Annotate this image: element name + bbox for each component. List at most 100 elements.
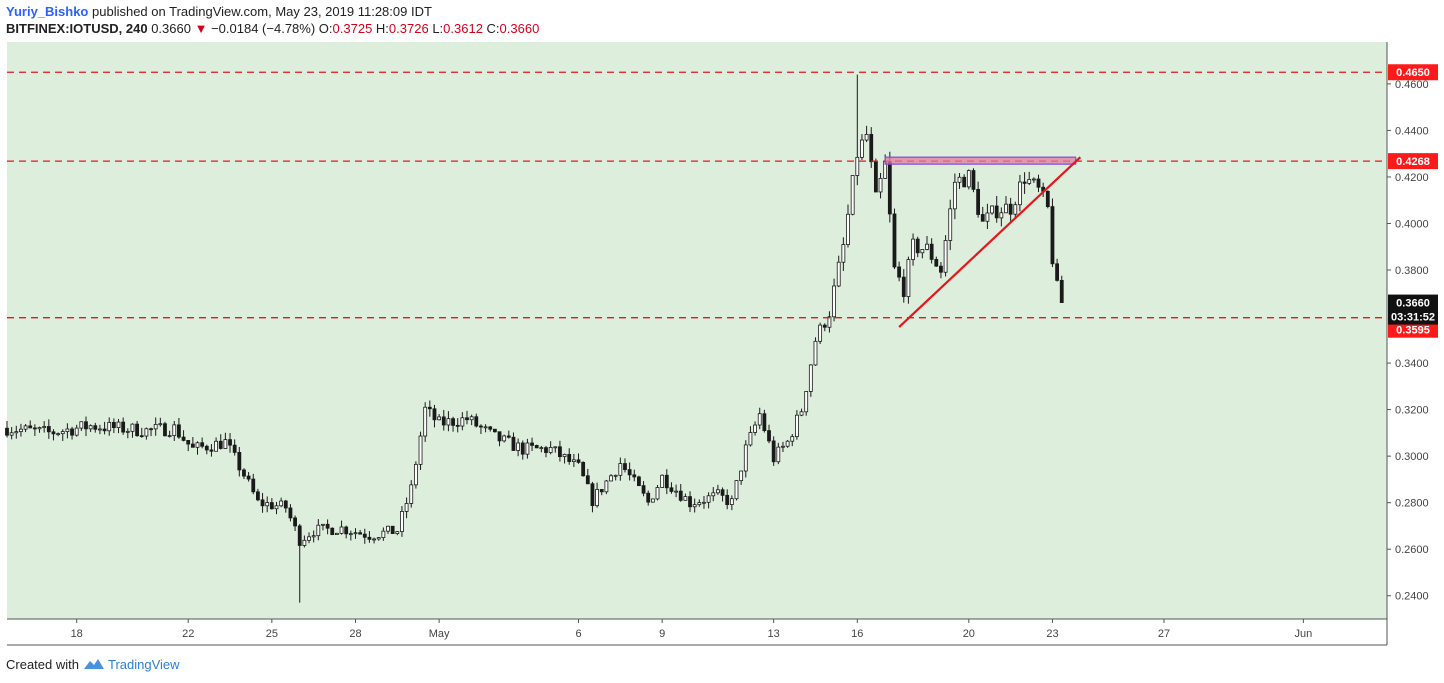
candle-body [158,423,163,426]
candle-body [437,416,442,421]
price-axis[interactable]: 0.4600 0.4400 0.4200 0.4000 0.3800 0.3400 0.32… [1387,79,1429,603]
candle-body [734,480,739,500]
candle-body [455,424,460,427]
candle-body [753,424,757,433]
candle-body [172,424,177,436]
candle-body [204,445,209,451]
close-value: 0.3660 [499,21,540,36]
candle-body [167,435,172,437]
candle-body [1055,263,1060,281]
candle-body [739,470,744,482]
open-label: O: [318,21,333,36]
price-tick-label: 0.2600 [1395,544,1429,556]
candle-body [465,417,469,421]
candle-body [929,243,934,260]
price-tick-label: 0.4600 [1395,79,1429,91]
time-tick-label: 28 [349,628,361,640]
candle-body [637,476,641,487]
open-value: 0.3725 [332,21,373,36]
candle-body [618,463,623,476]
candle-body [51,431,56,435]
high-value: 0.3726 [388,21,429,36]
time-tick-label: 23 [1046,628,1058,640]
candle-body [19,428,23,433]
candle-body [423,406,428,437]
candle-body [353,532,358,535]
published-text: published on TradingView.com, May 23, 20… [92,4,432,19]
candle-body [599,489,604,493]
candle-body [190,443,195,448]
candle-body [1045,190,1050,207]
candle-body [553,446,558,449]
candle-body [571,459,576,462]
candle-body [163,423,167,437]
candle-body [232,444,237,453]
candle-body [502,435,507,442]
candle-body [149,428,153,431]
candle-body [330,527,335,535]
price-tick-label: 0.2400 [1395,591,1429,603]
price-tick-label: 0.4200 [1395,172,1429,184]
candle-body [293,517,297,527]
candle-body [794,414,799,438]
candle-body [474,416,479,427]
candle-body [432,408,437,421]
candle-body [125,430,130,433]
plot-area[interactable] [7,42,1387,619]
resistance-zone[interactable] [884,156,1077,165]
candle-body [767,430,771,442]
candle-body [544,447,548,453]
candle-body [632,474,637,478]
tradingview-brand[interactable]: TradingView [108,657,180,672]
candle-body [516,442,521,451]
change-value: −0.0184 (−4.78%) [211,21,316,36]
candle-body [144,428,149,437]
candle-body [321,523,325,526]
candle-body [372,538,376,541]
candle-body [316,524,321,537]
candle-body [934,258,939,267]
ascending-trendline[interactable] [898,156,1082,328]
candle-body [334,532,339,535]
candle-body [79,421,84,429]
candle-body [664,474,669,489]
candle-body [683,496,688,501]
candle-body [827,316,832,328]
candle-body [915,238,920,254]
candle-body [381,530,386,539]
candle-body [985,212,990,222]
candle-body [362,533,367,538]
time-axis[interactable]: 18 22 25 28 May 6 9 13 16 20 23 27 Jun [71,619,1313,640]
candles-layer [5,74,1064,603]
price-tick-label: 0.3000 [1395,451,1429,463]
publish-info: Yuriy_Bishko published on TradingView.co… [6,4,432,19]
candle-body [409,484,414,504]
candle-body [479,425,483,428]
candle-body [757,413,762,426]
price-tick-label: 0.3800 [1395,265,1429,277]
candle-body [813,340,818,366]
candle-body [32,427,37,430]
candle-body [846,213,850,245]
author-link[interactable]: Yuriy_Bishko [6,4,89,19]
last-price-tag-bg [1388,294,1438,325]
last-price-value: 0.3660 [151,21,191,36]
candle-body [901,276,906,297]
candle-body [497,431,502,442]
candle-body [590,483,595,507]
candle-body [209,449,214,452]
time-tick-label: 13 [768,628,780,640]
candle-body [804,391,809,413]
candle-body [702,501,706,504]
candle-body [706,495,711,503]
candle-body [1008,203,1013,215]
candle-body [228,439,232,446]
candle-body [860,139,864,158]
candle-body [609,475,613,482]
candle-body [288,507,293,519]
candle-body [130,423,135,432]
candle-body [562,453,567,458]
candle-body [627,469,632,476]
candle-body [952,181,957,210]
